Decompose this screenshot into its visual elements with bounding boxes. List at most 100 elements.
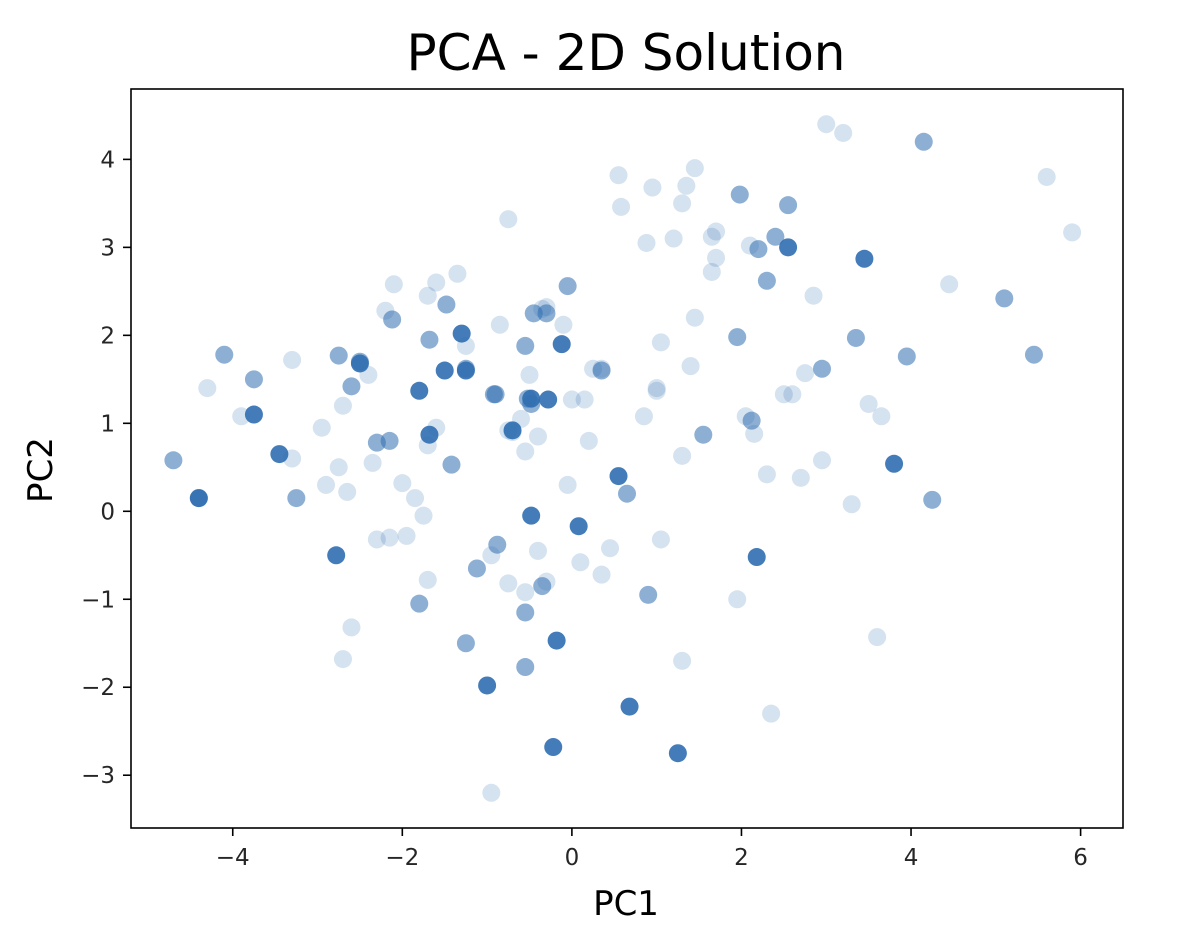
- scatter-point: [522, 506, 541, 525]
- x-axis-ticks: −4 −2 0 2 4 6: [216, 828, 1088, 871]
- scatter-point: [528, 427, 547, 446]
- scatter-point: [779, 196, 798, 215]
- scatter-point: [367, 530, 386, 549]
- scatter-point: [329, 458, 348, 477]
- scatter-point: [749, 240, 768, 259]
- scatter-point: [342, 377, 361, 396]
- x-axis-label: PC1: [593, 884, 659, 924]
- scatter-point: [547, 631, 566, 650]
- scatter-point: [499, 574, 518, 593]
- y-tick-label: 4: [100, 147, 115, 173]
- scatter-point: [558, 277, 577, 296]
- scatter-point: [270, 445, 289, 464]
- scatter-point: [643, 178, 662, 197]
- scatter-point: [215, 345, 234, 364]
- scatter-point: [618, 484, 636, 503]
- y-tick-label: 0: [100, 499, 115, 525]
- scatter-point: [914, 132, 933, 151]
- scatter-point: [539, 390, 558, 409]
- scatter-point: [569, 517, 588, 536]
- scatter-point: [516, 603, 535, 622]
- scatter-point: [312, 418, 331, 437]
- scatter-point: [333, 650, 352, 669]
- scatter-point: [524, 304, 543, 323]
- scatter-point: [478, 676, 497, 695]
- scatter-point: [647, 379, 666, 398]
- scatter-point: [673, 446, 692, 465]
- x-tick-label: −4: [216, 845, 250, 871]
- scatter-point: [728, 590, 747, 609]
- scatter-point: [456, 634, 475, 653]
- scatter-point: [685, 308, 704, 327]
- scatter-point: [380, 528, 399, 547]
- x-tick-label: 6: [1073, 845, 1088, 871]
- scatter-point: [558, 475, 577, 494]
- scatter-point: [673, 651, 692, 670]
- scatter-point: [940, 275, 959, 294]
- scatter-point: [685, 159, 704, 178]
- scatter-point: [779, 238, 798, 257]
- scatter-point: [164, 451, 183, 470]
- scatter-point: [609, 166, 628, 185]
- scatter-point: [707, 222, 726, 241]
- x-tick-label: 2: [734, 845, 749, 871]
- scatter-point: [544, 738, 563, 757]
- y-axis-label: PC2: [21, 437, 61, 503]
- scatter-point: [647, 381, 666, 400]
- scatter-point: [406, 489, 425, 508]
- scatter-point: [397, 526, 416, 545]
- scatter-point: [707, 248, 726, 267]
- scatter-point: [664, 229, 683, 248]
- scatter-point: [620, 697, 639, 716]
- scatter-point: [338, 482, 357, 501]
- scatter-point: [384, 275, 403, 294]
- scatter-point: [757, 271, 776, 290]
- scatter-point: [766, 227, 785, 246]
- scatter-point: [350, 354, 369, 373]
- scatter-point: [383, 310, 402, 329]
- scatter-point: [420, 425, 439, 444]
- scatter-point: [601, 539, 620, 558]
- scatter-point: [694, 425, 713, 444]
- scatter-point: [609, 467, 628, 486]
- scatter-point: [418, 570, 437, 589]
- scatter-point: [520, 365, 539, 384]
- scatter-point: [414, 506, 433, 525]
- scatter-point: [677, 176, 696, 195]
- scatter-point: [757, 465, 776, 484]
- chart-title: PCA - 2D Solution: [407, 24, 846, 82]
- scatter-point: [418, 286, 437, 305]
- scatter-point: [651, 333, 670, 352]
- scatter-point: [668, 744, 687, 763]
- scatter-point: [490, 315, 509, 334]
- scatter-point: [456, 361, 475, 380]
- scatter-point: [1024, 345, 1043, 364]
- scatter-point: [592, 565, 611, 584]
- scatter-point: [791, 468, 810, 487]
- scatter-point: [437, 295, 456, 314]
- scatter-point: [842, 495, 861, 514]
- scatter-point: [410, 594, 429, 613]
- scatter-point: [872, 407, 891, 426]
- scatter-point: [363, 453, 382, 472]
- x-tick-label: 0: [565, 845, 580, 871]
- y-axis-ticks: −3 −2 −1 0 1 2 3 4: [81, 147, 131, 789]
- scatter-point: [516, 583, 535, 602]
- scatter-point: [673, 194, 692, 213]
- scatter-point: [552, 335, 571, 354]
- scatter-point: [554, 315, 573, 334]
- scatter-point: [995, 289, 1014, 308]
- scatter-point: [846, 328, 865, 347]
- scatter-point: [410, 381, 429, 400]
- scatter-point: [533, 577, 552, 596]
- scatter-point: [198, 379, 217, 398]
- y-tick-label: −1: [81, 587, 115, 613]
- scatter-point: [742, 411, 761, 430]
- scatter-point: [522, 389, 541, 408]
- scatter-point: [516, 658, 535, 677]
- scatter-point: [813, 359, 832, 378]
- scatter-point: [1037, 167, 1056, 186]
- scatter-point: [342, 618, 361, 637]
- scatter-point: [639, 585, 658, 604]
- scatter-point: [575, 390, 594, 409]
